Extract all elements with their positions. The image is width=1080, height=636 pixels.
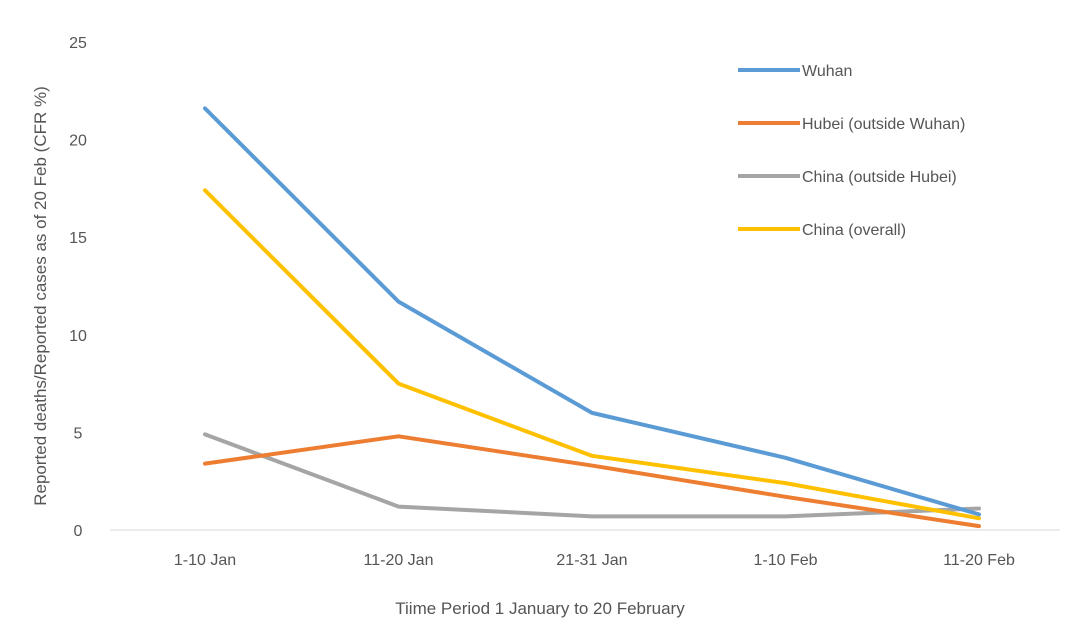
y-tick-label: 20 [69,133,87,150]
x-tick-label: 1-10 Feb [753,552,817,569]
series-line-china-outside-hubei [203,432,981,519]
x-axis-title: Tiime Period 1 January to 20 February [395,599,685,618]
y-tick-label: 5 [74,425,83,442]
x-tick-label: 11-20 Jan [364,552,434,569]
legend-label: Hubei (outside Wuhan) [802,116,965,133]
y-axis: 0 5 10 15 20 25 [69,35,87,540]
legend-label: Wuhan [802,63,852,80]
series-layer [203,106,981,529]
series-line-wuhan [203,106,981,517]
y-axis-title: Reported deaths/Reported cases as of 20 … [31,86,50,506]
legend-label: China (overall) [802,222,906,239]
x-tick-label: 21-31 Jan [556,552,627,569]
y-tick-label: 0 [74,523,83,540]
series-line-hubei-outside-wuhan [203,434,981,529]
x-axis: 1-10 Jan 11-20 Jan 21-31 Jan 1-10 Feb 11-20 … [174,552,1015,569]
y-tick-label: 10 [69,328,87,345]
legend-label: China (outside Hubei) [802,169,957,186]
x-tick-label: 1-10 Jan [174,552,236,569]
y-tick-label: 25 [69,35,87,52]
x-tick-label: 11-20 Feb [943,552,1015,569]
series-line-china-overall [203,188,981,521]
legend: Wuhan Hubei (outside Wuhan) China (outside… [738,63,965,239]
y-tick-label: 15 [69,230,87,247]
